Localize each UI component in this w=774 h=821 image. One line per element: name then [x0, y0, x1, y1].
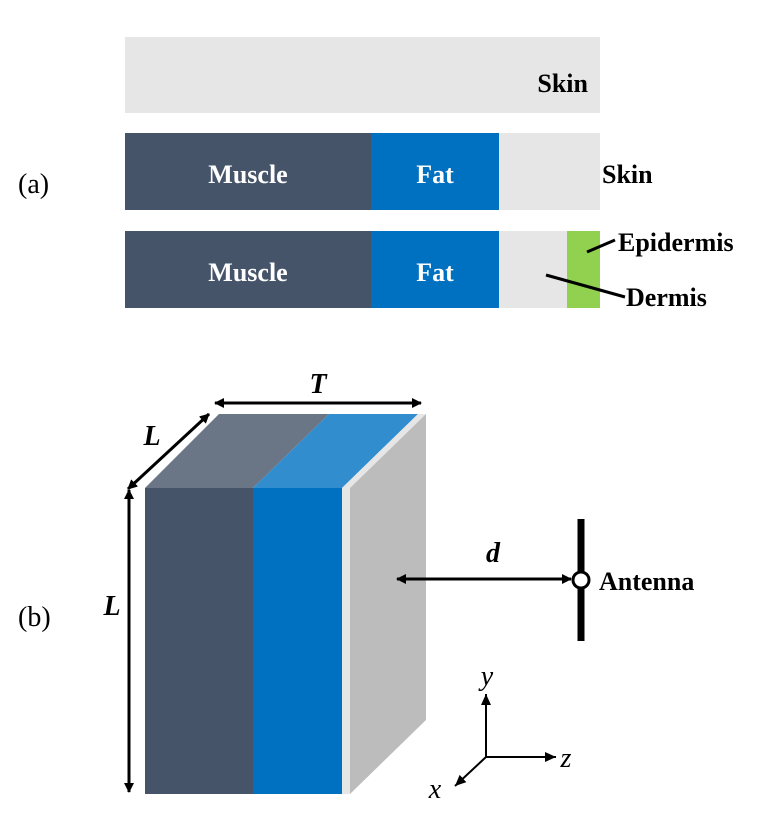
- antenna-label: Antenna: [599, 567, 694, 596]
- x-axis-arrow: [454, 756, 487, 787]
- length-top-label: L: [142, 421, 160, 452]
- epidermis-label: Epidermis: [618, 228, 734, 257]
- block-fat-top-face: [253, 414, 418, 488]
- block-fat-front-face: [253, 488, 342, 794]
- distance-label: d: [486, 538, 501, 569]
- dermis-leader-line: [545, 273, 626, 299]
- row2-muscle-label: Muscle: [208, 160, 287, 189]
- block-skin-front-face: [342, 488, 350, 794]
- z-axis-label: z: [560, 743, 572, 774]
- epidermis-leader-line: [586, 238, 616, 254]
- row2-skin-layer: [499, 133, 600, 210]
- panel-b-label: (b): [18, 602, 51, 633]
- row1-skin-label: Skin: [537, 69, 588, 98]
- thickness-label: T: [309, 369, 328, 400]
- row3-dermis-layer: [499, 231, 567, 308]
- antenna-feed-point: [571, 570, 591, 590]
- dermis-label: Dermis: [626, 283, 707, 312]
- block-skin-top-face: [342, 414, 426, 488]
- length-top-dimension-arrow: [126, 412, 211, 491]
- row1-skin-layer: [125, 37, 600, 113]
- row3-fat-layer: [371, 231, 499, 308]
- row2-fat-layer: [371, 133, 499, 210]
- row2-muscle-layer: [125, 133, 371, 210]
- panel-a-label: (a): [18, 169, 49, 200]
- length-side-label: L: [102, 591, 120, 622]
- row3-fat-label: Fat: [416, 258, 454, 287]
- row2-fat-label: Fat: [416, 160, 454, 189]
- x-axis-label: x: [428, 774, 442, 805]
- row3-muscle-label: Muscle: [208, 258, 287, 287]
- row3-epidermis-layer: [567, 231, 600, 308]
- block-skin-side-face: [350, 414, 426, 794]
- y-axis-label: y: [478, 661, 494, 692]
- block-muscle-front-face: [145, 488, 253, 794]
- row3-muscle-layer: [125, 231, 371, 308]
- row2-skin-label: Skin: [602, 160, 653, 189]
